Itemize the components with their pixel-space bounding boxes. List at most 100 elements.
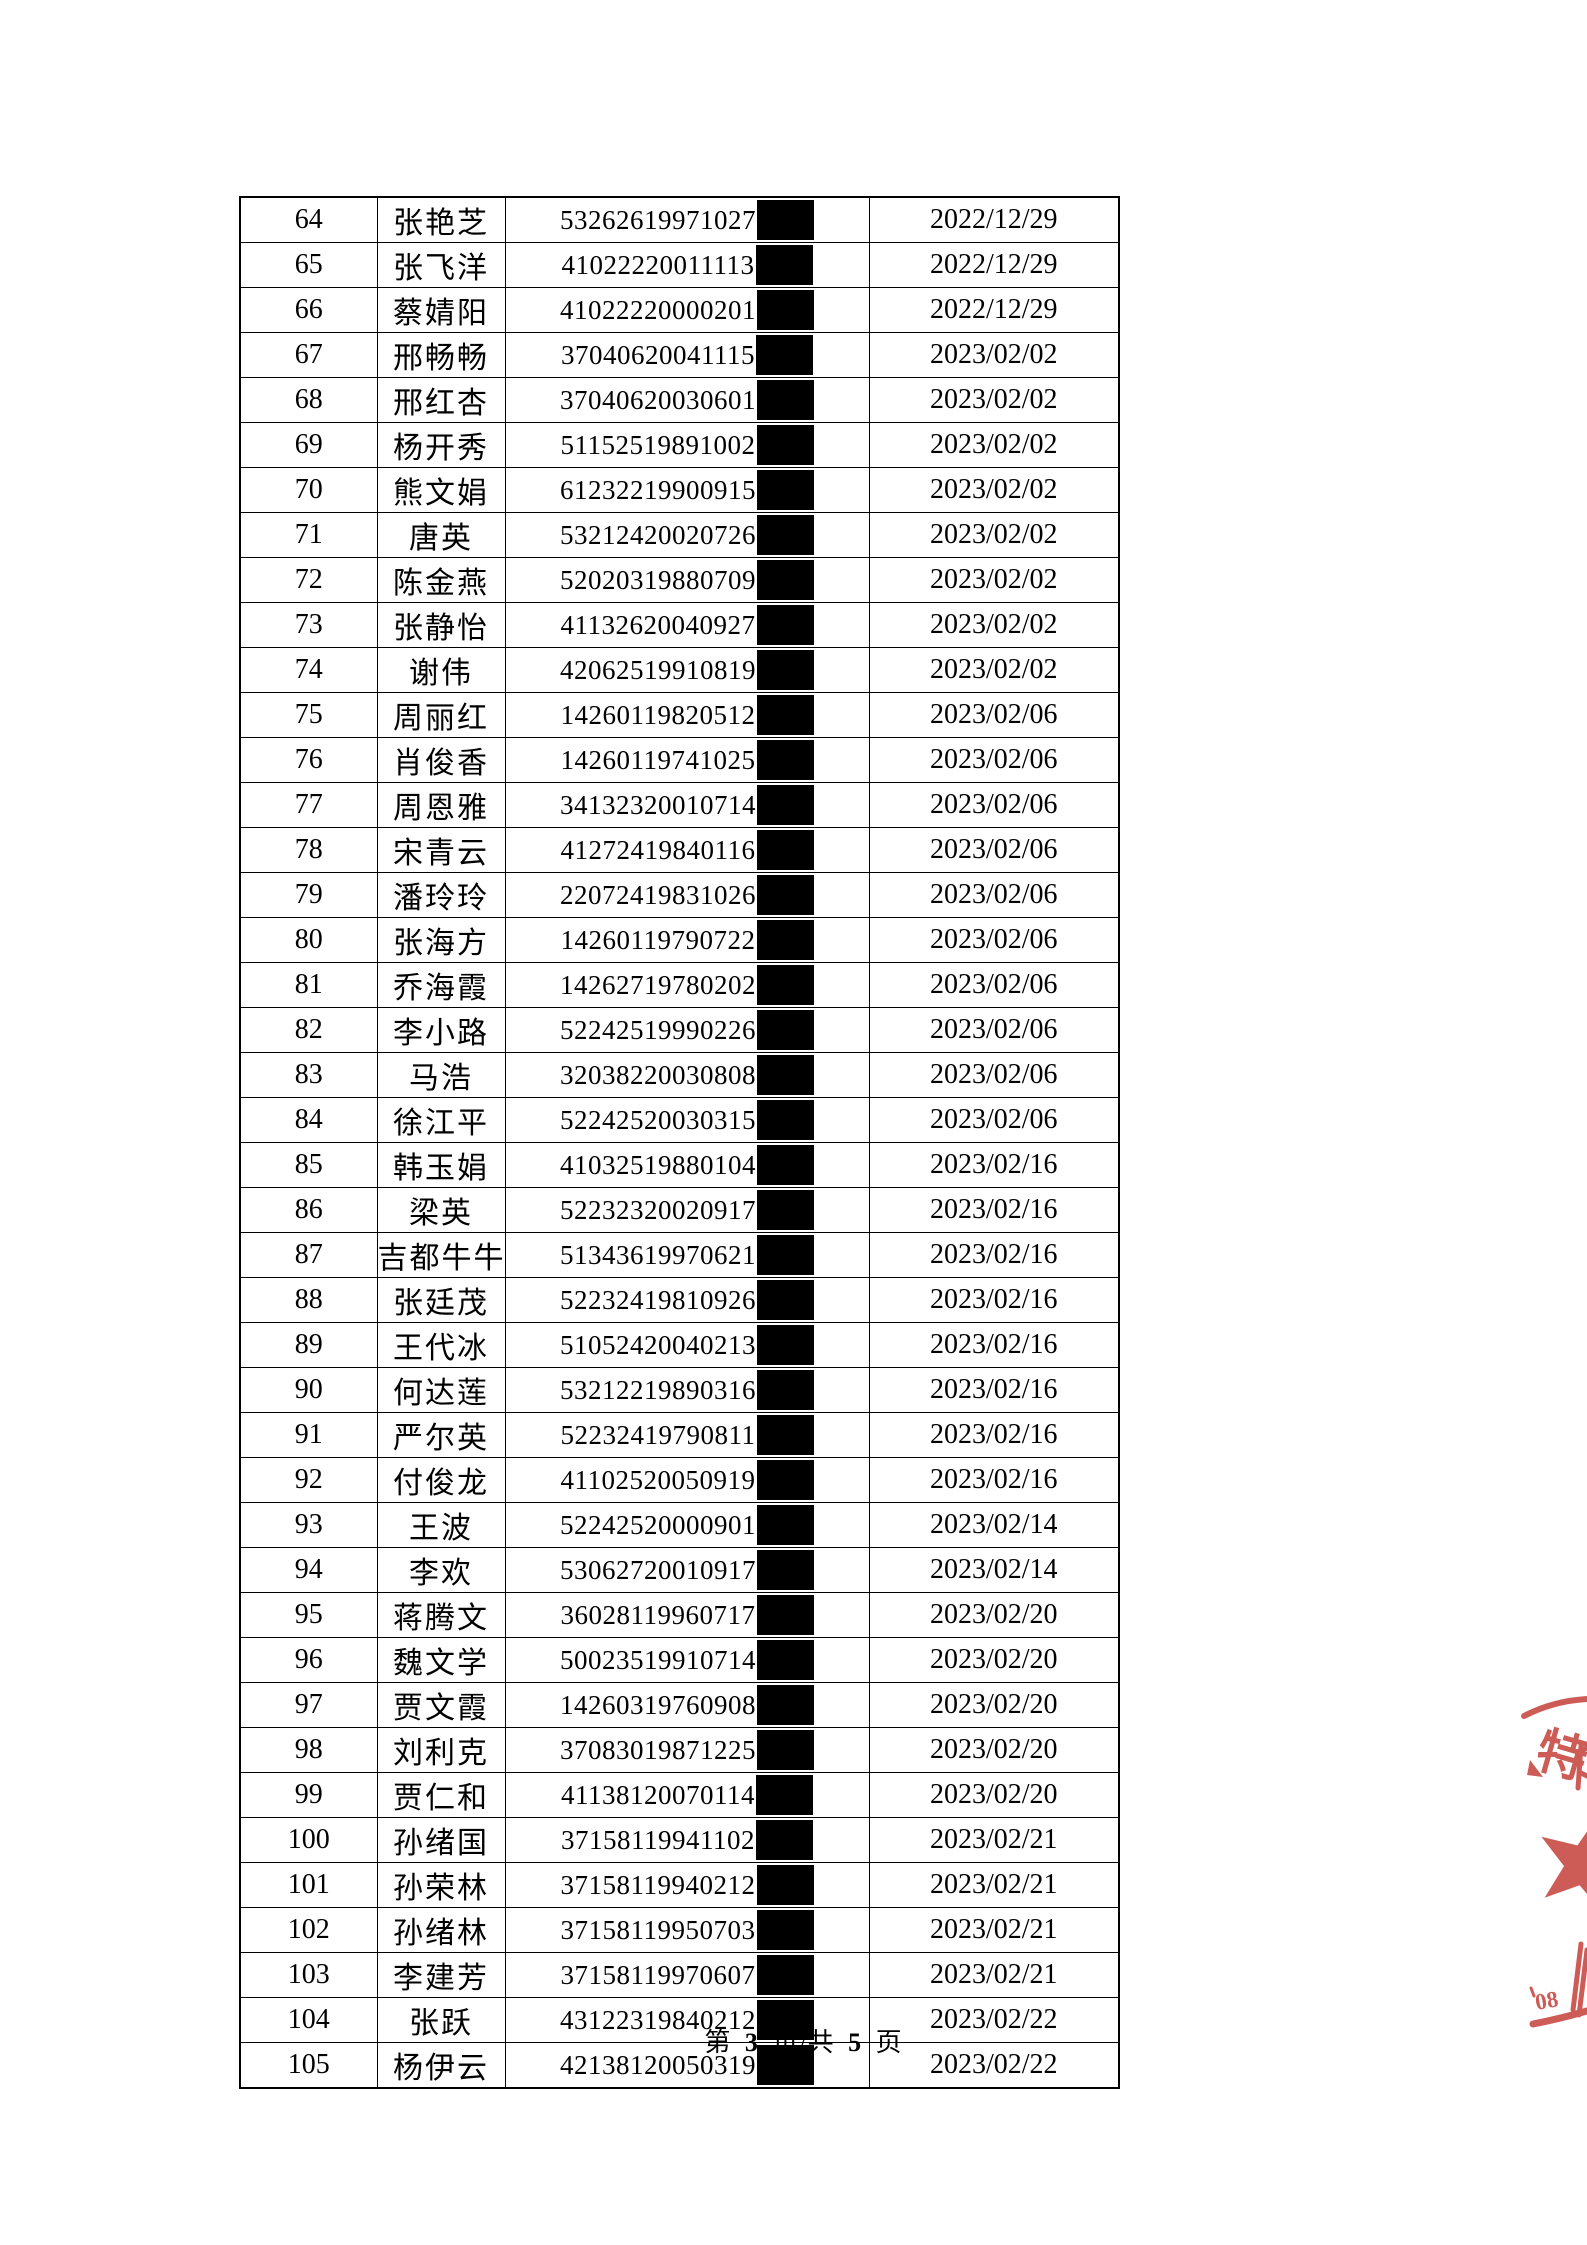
redaction-box [757, 515, 814, 555]
redaction-box [757, 200, 814, 240]
row-index: 96 [239, 1637, 378, 1683]
row-index: 69 [239, 422, 378, 468]
table-row: 79 潘玲玲 22072419831026 2023/02/06 [239, 872, 1120, 918]
row-date: 2023/02/21 [868, 1952, 1120, 1998]
row-id-visible: 37158119970607 [560, 1959, 756, 1990]
row-date: 2023/02/20 [868, 1637, 1120, 1683]
row-index: 70 [239, 467, 378, 513]
row-name: 蒋腾文 [376, 1592, 506, 1638]
row-id-cell: 53262619971027 [504, 196, 870, 243]
table-row: 104 张跃 43122319840212 2023/02/22 [239, 1997, 1120, 2043]
redaction-box [756, 1415, 814, 1455]
row-id-cell: 37158119941102 [504, 1817, 870, 1863]
row-id-cell: 43122319840212 [504, 1997, 870, 2043]
redaction-box [757, 1730, 814, 1770]
row-id-visible: 53212420020726 [560, 519, 756, 550]
row-date: 2023/02/20 [868, 1727, 1120, 1773]
table-row: 91 严尔英 52232419790811 2023/02/16 [239, 1412, 1120, 1458]
row-name: 周丽红 [376, 692, 506, 738]
row-name: 张静怡 [376, 602, 506, 648]
row-id-cell: 37040620030601 [504, 377, 870, 423]
row-id-cell: 41102520050919 [504, 1457, 870, 1503]
row-id-visible: 41272419840116 [560, 834, 756, 865]
redaction-box [757, 560, 814, 600]
row-name: 张跃 [376, 1997, 506, 2043]
row-date: 2023/02/21 [868, 1817, 1120, 1863]
table-row: 67 邢畅畅 37040620041115 2023/02/02 [239, 332, 1120, 378]
row-name: 张艳芝 [376, 196, 506, 243]
row-index: 77 [239, 782, 378, 828]
row-id-cell: 37158119940212 [504, 1862, 870, 1908]
row-index: 88 [239, 1277, 378, 1323]
row-name: 马浩 [376, 1052, 506, 1098]
redaction-box [756, 1865, 814, 1905]
row-name: 蔡婧阳 [376, 287, 506, 333]
redaction-box [757, 1010, 814, 1050]
row-name: 熊文娟 [376, 467, 506, 513]
row-index: 67 [239, 332, 378, 378]
table-row: 89 王代冰 51052420040213 2023/02/16 [239, 1322, 1120, 1368]
row-date: 2023/02/06 [868, 1097, 1120, 1143]
row-name: 潘玲玲 [376, 872, 506, 918]
row-date: 2023/02/06 [868, 872, 1120, 918]
redaction-box [757, 1685, 814, 1725]
roster-table: 64 张艳芝 53262619971027 2022/12/29 65 张飞洋 … [239, 196, 1120, 2089]
stamp-left-fragment [1527, 1760, 1543, 1777]
row-id-cell: 51343619970621 [504, 1232, 870, 1278]
row-id-cell: 53212420020726 [504, 512, 870, 558]
row-date: 2023/02/06 [868, 917, 1120, 963]
row-name: 宋青云 [376, 827, 506, 873]
row-name: 谢伟 [376, 647, 506, 693]
row-name: 邢畅畅 [376, 332, 506, 378]
table-row: 90 何达莲 53212219890316 2023/02/16 [239, 1367, 1120, 1413]
row-index: 105 [239, 2042, 378, 2089]
row-index: 98 [239, 1727, 378, 1773]
row-index: 101 [239, 1862, 378, 1908]
row-id-visible: 52232320020917 [560, 1194, 756, 1225]
redaction-box [757, 1640, 814, 1680]
table-row: 77 周恩雅 34132320010714 2023/02/06 [239, 782, 1120, 828]
row-date: 2023/02/16 [868, 1277, 1120, 1323]
row-date: 2023/02/06 [868, 1052, 1120, 1098]
row-id-visible: 14260119741025 [560, 744, 756, 775]
row-index: 65 [239, 242, 378, 288]
table-row: 71 唐英 53212420020726 2023/02/02 [239, 512, 1120, 558]
row-date: 2023/02/02 [868, 332, 1120, 378]
row-id-visible: 52232419810926 [560, 1284, 756, 1315]
table-row: 69 杨开秀 51152519891002 2023/02/02 [239, 422, 1120, 468]
redaction-box [756, 1955, 814, 1995]
row-date: 2023/02/16 [868, 1322, 1120, 1368]
row-name: 张飞洋 [376, 242, 506, 288]
row-date: 2023/02/02 [868, 512, 1120, 558]
row-index: 82 [239, 1007, 378, 1053]
redaction-box [757, 1370, 814, 1410]
row-date: 2023/02/02 [868, 602, 1120, 648]
table-row: 87 吉都牛牛 51343619970621 2023/02/16 [239, 1232, 1120, 1278]
row-id-visible: 41138120070114 [561, 1779, 755, 1810]
red-stamp: 特 08 [1521, 1696, 1587, 2028]
row-name: 付俊龙 [376, 1457, 506, 1503]
redaction-box [756, 1595, 814, 1635]
table-row: 102 孙绪林 37158119950703 2023/02/21 [239, 1907, 1120, 1953]
table-row: 88 张廷茂 52232419810926 2023/02/16 [239, 1277, 1120, 1323]
redaction-box [757, 1190, 814, 1230]
row-id-cell: 37158119970607 [504, 1952, 870, 1998]
row-id-visible: 37158119941102 [561, 1824, 755, 1855]
row-index: 75 [239, 692, 378, 738]
row-id-visible: 43122319840212 [560, 2004, 756, 2035]
row-id-visible: 37040620030601 [560, 384, 756, 415]
table-row: 76 肖俊香 14260119741025 2023/02/06 [239, 737, 1120, 783]
redaction-box [757, 1055, 814, 1095]
row-id-visible: 32038220030808 [560, 1059, 756, 1090]
row-id-cell: 51152519891002 [504, 422, 870, 468]
row-name: 魏文学 [376, 1637, 506, 1683]
redaction-box [757, 1550, 814, 1590]
table-row: 93 王波 52242520000901 2023/02/14 [239, 1502, 1120, 1548]
table-row: 85 韩玉娟 41032519880104 2023/02/16 [239, 1142, 1120, 1188]
row-name: 张廷茂 [376, 1277, 506, 1323]
row-id-cell: 53212219890316 [504, 1367, 870, 1413]
row-name: 徐江平 [376, 1097, 506, 1143]
row-index: 73 [239, 602, 378, 648]
row-name: 孙绪林 [376, 1907, 506, 1953]
row-name: 张海方 [376, 917, 506, 963]
